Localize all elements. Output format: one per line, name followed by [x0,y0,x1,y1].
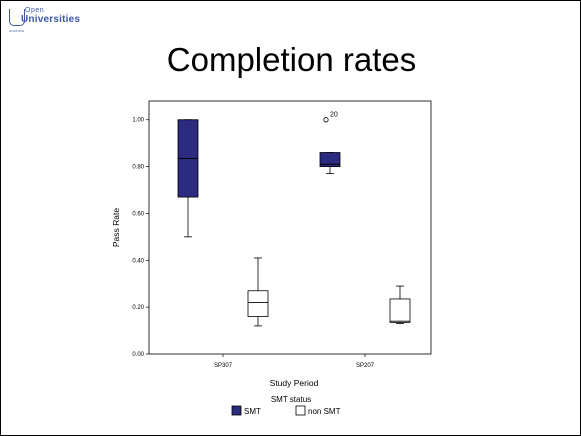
y-tick-label: 1.00 [132,118,144,124]
x-tick-label: SP207 [356,363,375,369]
legend-label-non-smt: non SMT [308,407,341,416]
y-axis-title: Pass Rate [111,208,121,247]
outlier-label: 20 [330,112,338,119]
slide-title: Completion rates [166,41,417,78]
x-tick-label: SP307 [214,363,233,369]
y-tick-label: 0.20 [132,305,144,311]
legend-label-smt: SMT [244,407,261,416]
box-smt [319,152,341,167]
outlier-point [323,117,329,123]
legend-title: SMT status [271,395,311,404]
box-non-smt [389,298,411,323]
box-non-smt [247,290,269,317]
logo-main-text: Universities [21,14,81,25]
legend-swatch-non-smt [295,405,306,416]
legend-swatch-smt [231,405,242,416]
plot-frame [148,100,432,355]
open-universities-logo: Open Universities australia [9,7,99,39]
logo-sub-text: australia [9,28,25,33]
y-tick-label: 0.00 [132,352,144,358]
y-tick-label: 0.80 [132,165,144,171]
y-tick-label: 0.40 [132,258,144,264]
logo-top-text: Open [25,7,45,14]
logo-mark-icon [9,9,25,26]
y-tick-label: 0.60 [132,211,144,217]
x-axis-title: Study Period [270,378,319,388]
